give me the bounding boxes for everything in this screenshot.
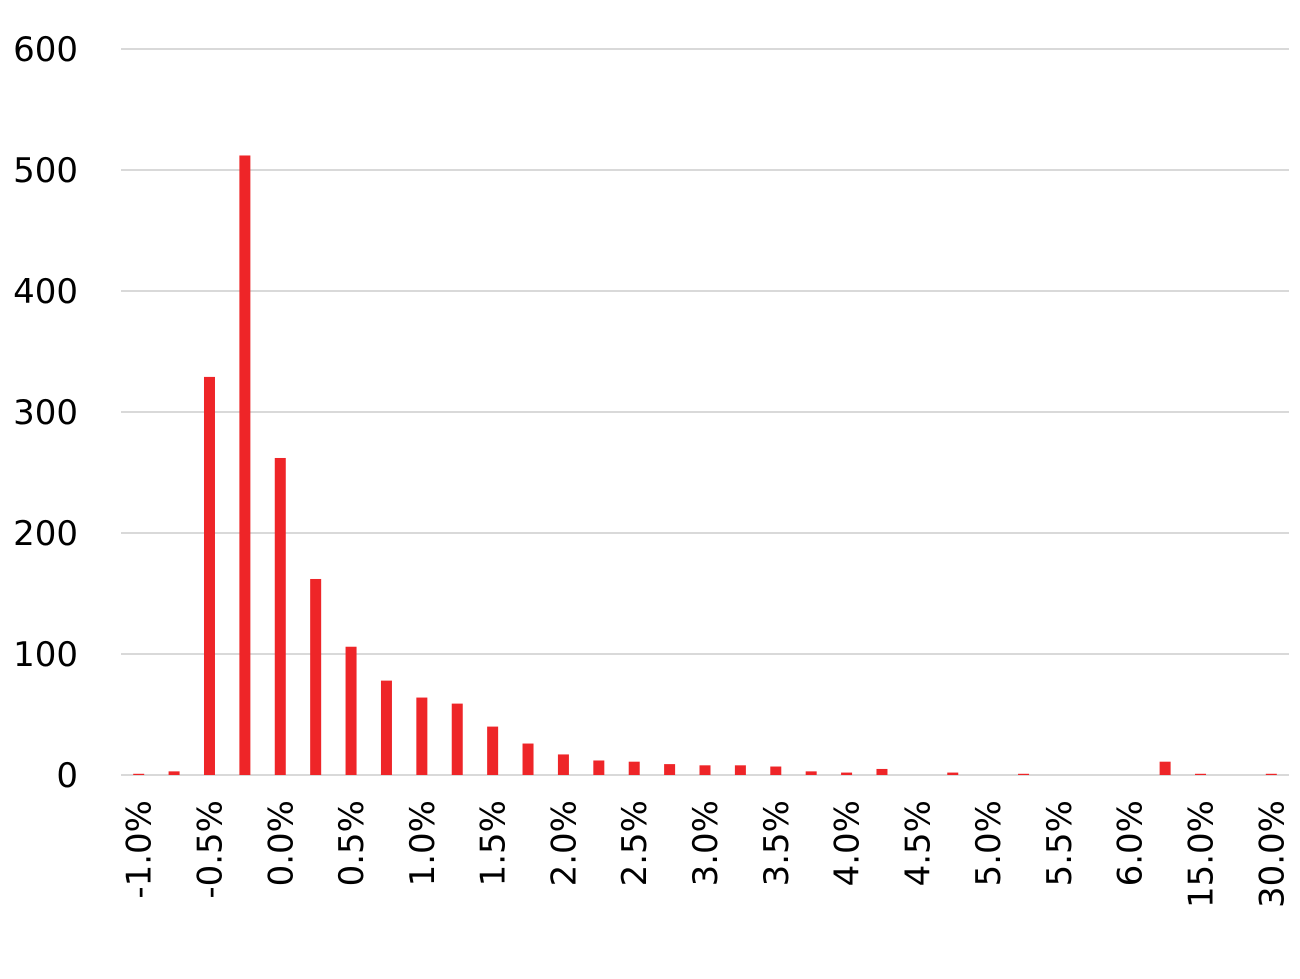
bar bbox=[416, 697, 428, 775]
y-tick-label: 500 bbox=[13, 151, 78, 191]
bar bbox=[239, 155, 251, 776]
bar bbox=[664, 764, 676, 775]
x-tick-label: 1.0% bbox=[403, 800, 443, 886]
x-tick-label: 3.5% bbox=[757, 800, 797, 886]
gridlines bbox=[121, 48, 1289, 776]
x-tick-label: 2.5% bbox=[615, 800, 655, 886]
bar bbox=[876, 768, 888, 775]
x-tick-label: 0.0% bbox=[261, 800, 301, 886]
x-tick-label: 4.5% bbox=[898, 800, 938, 886]
x-tick-label: 4.0% bbox=[828, 800, 868, 886]
bar bbox=[1159, 761, 1171, 775]
x-tick-label: -1.0% bbox=[120, 800, 160, 899]
bars bbox=[133, 155, 1277, 776]
bar bbox=[1195, 773, 1207, 775]
x-tick-label: 1.5% bbox=[474, 800, 514, 886]
bar bbox=[203, 376, 215, 775]
bar bbox=[274, 457, 286, 775]
x-axis-ticks: -1.0% -0.5% 0.0% 0.5% 1.0% 1.5% 2.0% 2.5% 3.0% 3.… bbox=[120, 800, 1293, 908]
bar bbox=[699, 765, 711, 775]
x-tick-label: -0.5% bbox=[190, 800, 230, 899]
bar bbox=[628, 761, 640, 775]
x-tick-label: 30.0% bbox=[1252, 800, 1292, 908]
bar bbox=[451, 703, 463, 775]
bar bbox=[1265, 773, 1277, 775]
x-tick-label: 3.0% bbox=[686, 800, 726, 886]
bar bbox=[947, 772, 959, 775]
y-axis-ticks: 0 100 200 300 400 500 600 bbox=[13, 30, 78, 796]
bar bbox=[1018, 773, 1030, 775]
y-tick-label: 100 bbox=[13, 635, 78, 675]
bar bbox=[345, 646, 357, 775]
bar bbox=[770, 766, 782, 775]
bar bbox=[380, 680, 392, 775]
x-tick-label: 5.5% bbox=[1040, 800, 1080, 886]
bar bbox=[522, 743, 534, 775]
x-tick-label: 15.0% bbox=[1182, 800, 1222, 908]
y-tick-label: 200 bbox=[13, 514, 78, 554]
y-tick-label: 300 bbox=[13, 393, 78, 433]
bar bbox=[805, 771, 817, 775]
x-tick-label: 6.0% bbox=[1111, 800, 1151, 886]
bar bbox=[168, 771, 180, 775]
bar bbox=[734, 765, 746, 775]
x-tick-label: 5.0% bbox=[969, 800, 1009, 886]
bar bbox=[133, 773, 145, 775]
bar bbox=[310, 578, 322, 775]
y-tick-label: 600 bbox=[13, 30, 78, 70]
y-tick-label: 400 bbox=[13, 272, 78, 312]
bar bbox=[557, 754, 569, 775]
x-tick-label: 0.5% bbox=[332, 800, 372, 886]
bar bbox=[841, 772, 853, 775]
x-tick-label: 2.0% bbox=[544, 800, 584, 886]
bar bbox=[593, 760, 605, 775]
y-tick-label: 0 bbox=[56, 756, 78, 796]
bar bbox=[487, 726, 499, 775]
